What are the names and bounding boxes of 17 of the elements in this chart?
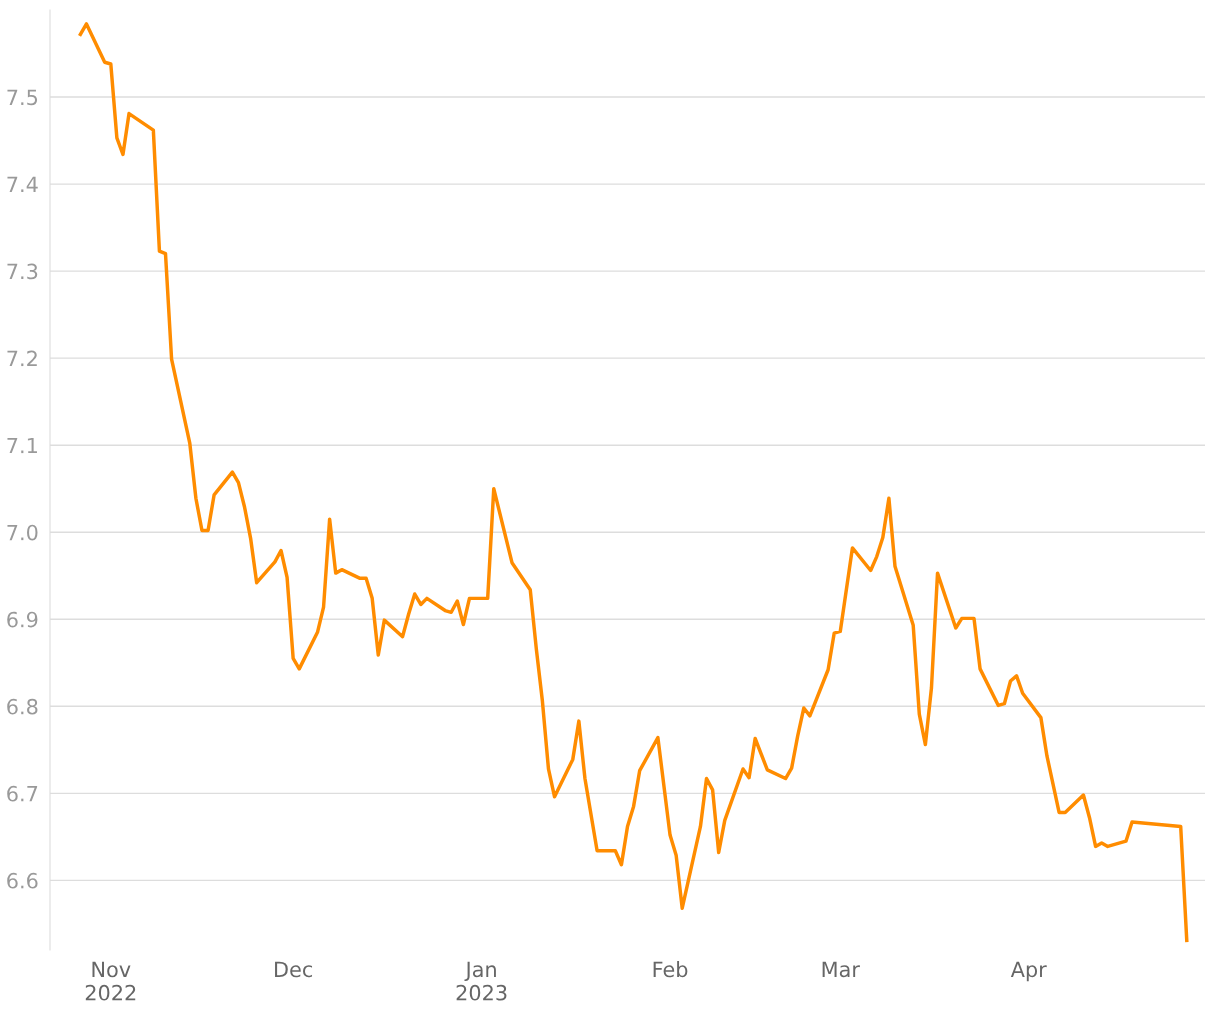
x-tick-label: Jan 2023 (456, 961, 507, 1001)
line-series (78, 22, 1189, 943)
y-tick-label: 6.8 (7, 698, 38, 715)
y-tick-label: 6.9 (7, 611, 38, 628)
y-tick-label: 7.0 (7, 524, 38, 541)
y-tick-label: 6.6 (7, 872, 38, 889)
y-tick-label: 6.7 (7, 785, 38, 802)
x-tick-label: Mar (822, 961, 860, 978)
x-tick-label: Dec (275, 961, 313, 978)
y-tick-label: 7.2 (7, 350, 37, 367)
y-tick-label: 7.4 (7, 176, 38, 192)
x-tick-label: Apr (1010, 961, 1047, 982)
x-tick-label: Feb (653, 961, 688, 978)
y-tick-label: 7.5 (7, 89, 38, 106)
y-tick-label: 7.1 (7, 437, 37, 454)
y-tick-label: 7.3 (7, 263, 38, 280)
x-tick-label: Nov 2022 (85, 961, 136, 1001)
